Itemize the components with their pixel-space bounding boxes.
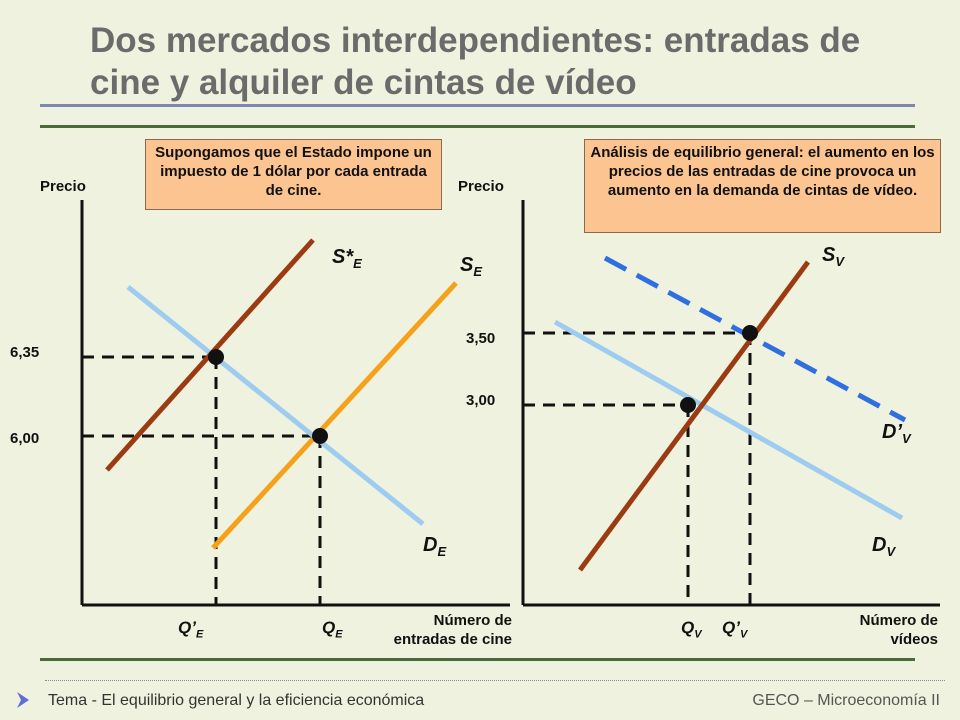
footer-rule-green [40, 658, 915, 661]
q-movies-old-label: QE [322, 618, 343, 640]
demand-videos-subscript: V [886, 544, 896, 559]
right-x-axis-label: Número de vídeos [800, 611, 938, 649]
q-videos-new-letter: Q’ [722, 618, 740, 637]
title-underline-blue [40, 104, 915, 107]
q-movies-new-label: Q’E [178, 618, 203, 640]
right-price-high-label: 3,50 [466, 330, 496, 347]
demand-movies-letter: D [423, 534, 438, 556]
demand-movies-subscript: E [437, 544, 447, 559]
q-movies-old-subscript: E [335, 628, 343, 641]
slide-title: Dos mercados interdependientes: entradas… [90, 20, 950, 104]
chevron-right-icon [17, 692, 29, 708]
q-videos-new-subscript: V [739, 628, 748, 641]
footer-rule-dotted [45, 680, 945, 681]
right-x-axis-label-line-1: Número de [859, 612, 938, 629]
supply-videos-line [577, 260, 811, 572]
demand-videos-new-line [603, 255, 907, 423]
right-y-axis-label: Precio [458, 178, 504, 195]
supply-movies-subscript: E [473, 264, 483, 279]
footer-course: GECO – Microeconomía II [752, 692, 940, 709]
q-movies-old-letter: Q [322, 618, 336, 637]
supply-movies-taxed-label: S*E [332, 246, 362, 271]
demand-videos-new-letter: D’ [882, 421, 902, 443]
slide-title-line-2: cine y alquiler de cintas de vídeo [90, 63, 637, 102]
supply-videos-subscript: V [835, 254, 845, 269]
q-movies-new-subscript: E [195, 628, 204, 641]
supply-movies-letter: S [460, 254, 474, 276]
q-videos-new-label: Q’V [722, 618, 747, 640]
q-movies-new-letter: Q’ [178, 618, 196, 637]
demand-videos-letter: D [872, 534, 887, 556]
demand-videos-new-subscript: V [902, 431, 911, 446]
q-videos-old-label: QV [681, 618, 702, 640]
equilibrium-videos-new-point [742, 325, 758, 341]
equilibrium-original-point [312, 428, 328, 444]
demand-videos-new-label: D’V [882, 421, 911, 446]
supply-taxed-subscript: E [353, 256, 362, 271]
q-videos-old-letter: Q [681, 618, 695, 637]
left-price-low-label: 6,00 [10, 430, 40, 447]
supply-movies-line [211, 281, 458, 550]
supply-movies-label: SE [460, 254, 482, 279]
demand-movies-label: DE [423, 534, 446, 559]
general-equilibrium-note-box: Análisis de equilibrio general: el aumen… [584, 139, 941, 233]
footer-topic: Tema - El equilibrio general y la eficie… [48, 692, 425, 709]
supply-videos-letter: S [822, 244, 836, 266]
supply-videos-label: SV [822, 244, 844, 269]
left-x-axis-label-line-2: entradas de cine [393, 631, 512, 648]
right-x-axis-label-line-2: vídeos [890, 631, 938, 648]
demand-videos-line [553, 319, 904, 521]
left-price-high-label: 6,35 [10, 344, 40, 361]
demand-videos-label: DV [872, 534, 895, 559]
equilibrium-taxed-point [208, 349, 224, 365]
left-x-axis-label-line-1: Número de [433, 612, 512, 629]
right-price-low-label: 3,00 [466, 392, 496, 409]
equilibrium-videos-original-point [680, 397, 696, 413]
demand-movies-line [126, 285, 425, 526]
left-x-axis-label: Número de entradas de cine [360, 611, 512, 649]
supply-taxed-letter: S* [332, 246, 354, 268]
left-y-axis-label: Precio [40, 178, 86, 195]
title-underline-green [40, 125, 915, 128]
tax-note-box: Supongamos que el Estado impone un impue… [145, 139, 442, 210]
q-videos-old-subscript: V [694, 628, 702, 641]
slide-title-line-1: Dos mercados interdependientes: entradas… [90, 21, 861, 60]
